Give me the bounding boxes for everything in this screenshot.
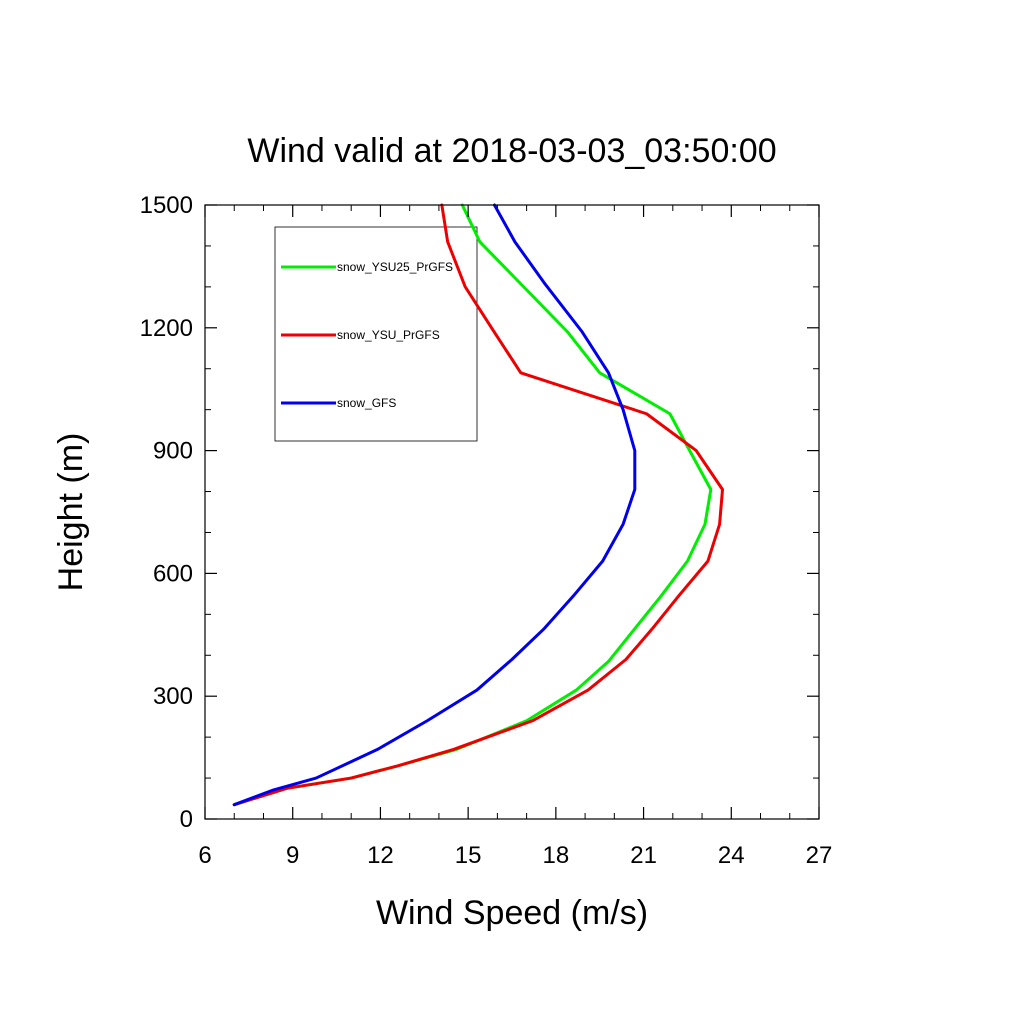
y-axis-title: Height (m) — [52, 433, 90, 592]
x-axis-title: Wind Speed (m/s) — [376, 894, 648, 932]
y-tick-label: 300 — [153, 683, 193, 710]
x-tick-label: 6 — [198, 842, 211, 869]
y-tick-label: 0 — [180, 806, 193, 833]
plot-frame — [204, 204, 820, 820]
x-tick-label: 24 — [718, 842, 745, 869]
legend-label: snow_YSU_PrGFS — [337, 328, 440, 342]
legend-label: snow_YSU25_PrGFS — [337, 260, 453, 274]
x-tick-label: 12 — [367, 842, 394, 869]
x-tick-label: 9 — [286, 842, 299, 869]
x-tick-label: 27 — [806, 842, 833, 869]
legend-items: snow_YSU25_PrGFS snow_YSU_PrGFS snow_GFS — [281, 260, 453, 410]
series-line-2 — [232, 203, 637, 807]
x-tick-label: 15 — [455, 842, 482, 869]
x-tick-label: 21 — [630, 842, 657, 869]
y-tick-label: 600 — [153, 560, 193, 587]
axis-ticks: 6 9 12 15 18 21 24 27 0 300 600 900 1200 1500 — [140, 192, 833, 869]
x-tick-label: 18 — [543, 842, 570, 869]
y-tick-label: 900 — [153, 438, 193, 465]
legend-label: snow_GFS — [337, 396, 396, 410]
series-line-1 — [232, 203, 725, 807]
chart-title: Wind valid at 2018-03-03_03:50:00 — [247, 132, 776, 170]
series-layer — [232, 203, 725, 807]
y-tick-label: 1200 — [140, 315, 193, 342]
y-tick-label: 1500 — [140, 192, 193, 219]
